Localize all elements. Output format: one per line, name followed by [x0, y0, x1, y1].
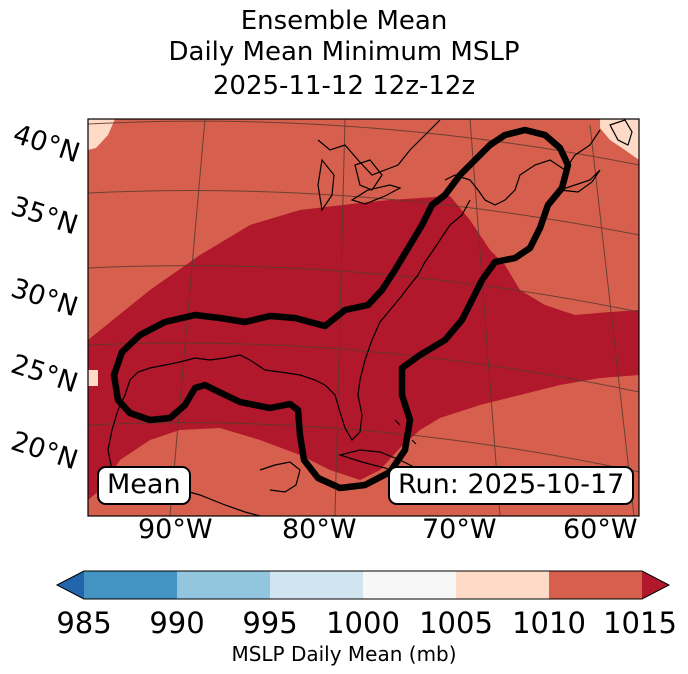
lon-label-80: 80°W — [282, 514, 357, 545]
mslp-1005-1010-patch-nw — [88, 119, 115, 150]
parallel-20 — [88, 422, 639, 473]
coastlines — [107, 119, 633, 516]
mslp-1005-1010-patch-w — [88, 370, 98, 386]
parallel-25 — [88, 342, 639, 393]
coast-atlantic-ne — [444, 129, 601, 206]
mean-label-box: Mean — [97, 466, 191, 505]
meridian-60 — [589, 124, 635, 516]
coast-newfoundland — [609, 119, 633, 146]
coast-lake-erie — [350, 184, 402, 205]
coast-nova-scotia — [559, 169, 601, 193]
colorbar-label: MSLP Daily Mean (mb) — [231, 642, 457, 666]
colorbar-bin-1000-1005 — [363, 571, 456, 599]
coast-yucatan — [259, 461, 301, 493]
colorbar-tick: 1015 — [603, 606, 677, 640]
run-date-box: Run: 2025-10-17 — [388, 466, 635, 505]
colorbar-extend-high — [642, 571, 669, 599]
coast-great-lakes-west — [317, 119, 441, 176]
mslp-1005-1010-patch — [600, 119, 639, 160]
colorbar-tick: 985 — [56, 606, 112, 640]
map-area — [88, 119, 639, 516]
title-line-2: Daily Mean Minimum MSLP — [168, 37, 520, 67]
colorbar-tick: 990 — [149, 606, 205, 640]
colorbar-bin-1005-1010 — [456, 571, 549, 599]
lon-label-90: 90°W — [138, 514, 213, 545]
title-line-1: Ensemble Mean — [240, 6, 448, 36]
parallel-30 — [88, 265, 639, 313]
mslp-contour — [110, 126, 572, 492]
colorbar-bin-1010-1015 — [549, 571, 642, 599]
coast-lake-michigan — [317, 158, 335, 212]
coast-florida — [314, 379, 363, 441]
coast-lake-huron — [354, 159, 383, 191]
colorbar-tick: 995 — [242, 606, 298, 640]
colorbar-bin-990-995 — [177, 571, 270, 599]
meridian-70 — [469, 119, 501, 516]
mslp-high-region — [88, 196, 639, 500]
colorbar-tick: 1005 — [419, 606, 493, 640]
colorbar-tick: 1010 — [512, 606, 586, 640]
colorbar-tick: 1000 — [326, 606, 400, 640]
colorbar-bin-995-1000 — [270, 571, 363, 599]
colorbar-extend-low — [57, 571, 84, 599]
colorbar-outline — [55, 570, 671, 600]
map-frame — [87, 118, 640, 517]
colorbar — [55, 570, 671, 600]
parallel-35 — [88, 190, 639, 236]
colorbar-bin-985-990 — [84, 571, 177, 599]
coast-central-america — [174, 487, 261, 516]
coast-gulf-north — [129, 354, 316, 381]
title-line-3: 2025-11-12 12z-12z — [212, 71, 476, 101]
coast-atlantic-east — [357, 199, 471, 396]
lon-label-60: 60°W — [563, 514, 638, 545]
lon-label-70: 70°W — [422, 514, 497, 545]
